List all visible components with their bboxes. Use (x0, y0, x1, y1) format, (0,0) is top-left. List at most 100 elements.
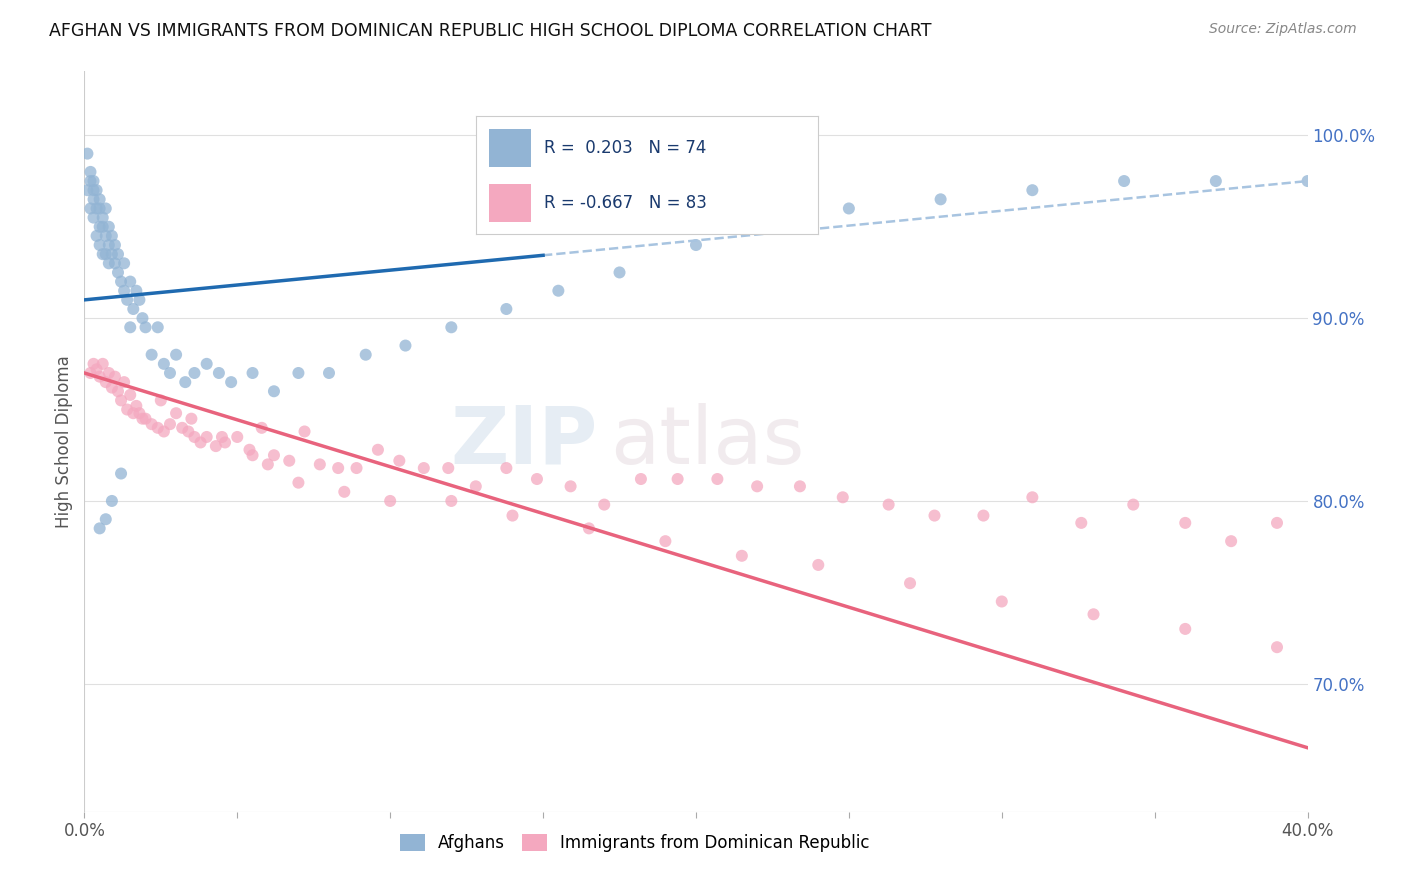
Text: ZIP: ZIP (451, 402, 598, 481)
Point (172, 421, 194, 435)
Point (560, 479, 582, 493)
Point (83, 183, 105, 197)
Point (146, 320, 169, 334)
Point (107, 265, 129, 279)
Point (122, 301, 145, 316)
Point (333, 484, 356, 499)
Point (747, 479, 769, 493)
Point (1083, 607, 1105, 622)
Point (318, 366, 340, 380)
Point (495, 301, 517, 316)
Point (226, 430, 249, 444)
Point (328, 461, 350, 475)
Point (101, 494, 124, 508)
Point (464, 479, 486, 493)
Point (354, 348, 377, 362)
Point (208, 366, 231, 380)
Point (1174, 516, 1197, 530)
Point (94, 247, 117, 261)
Point (380, 494, 402, 508)
Point (153, 357, 176, 371)
Point (1265, 640, 1288, 655)
Point (79, 174, 101, 188)
Point (91, 219, 114, 234)
Point (94, 375, 117, 389)
Point (115, 402, 138, 417)
Point (112, 284, 135, 298)
Point (91, 211, 114, 225)
Point (346, 461, 368, 475)
Point (122, 406, 145, 420)
Point (165, 406, 187, 420)
Point (149, 393, 172, 408)
Point (125, 284, 148, 298)
Point (86, 202, 108, 216)
Point (1021, 183, 1043, 197)
Point (76, 146, 98, 161)
Point (630, 472, 652, 486)
Point (440, 494, 463, 508)
Point (97, 256, 120, 270)
Point (153, 425, 176, 439)
Point (89, 521, 111, 535)
Point (83, 357, 105, 371)
Point (112, 375, 135, 389)
Point (89, 192, 111, 206)
Point (91, 357, 114, 371)
Point (924, 508, 946, 523)
Point (97, 219, 120, 234)
Point (838, 202, 860, 216)
Point (1296, 174, 1319, 188)
Point (706, 472, 728, 486)
Point (308, 458, 330, 472)
Point (287, 366, 309, 380)
Point (205, 439, 228, 453)
Point (242, 366, 264, 380)
Point (94, 512, 117, 526)
Point (219, 375, 242, 389)
Point (89, 219, 111, 234)
Point (180, 411, 202, 425)
Point (547, 284, 569, 298)
Point (278, 454, 301, 468)
Point (165, 348, 187, 362)
Point (101, 381, 124, 395)
Point (141, 348, 163, 362)
Point (107, 247, 129, 261)
Point (110, 275, 132, 289)
Point (86, 183, 108, 197)
Point (115, 293, 138, 307)
Point (1021, 491, 1043, 505)
Point (440, 320, 463, 334)
Point (593, 498, 616, 512)
Point (1174, 622, 1197, 636)
Point (128, 406, 150, 420)
Point (250, 421, 273, 435)
Point (807, 558, 830, 572)
Point (495, 461, 517, 475)
Point (437, 461, 460, 475)
Point (367, 442, 389, 457)
Point (104, 256, 127, 270)
Point (104, 369, 127, 384)
Point (211, 430, 233, 444)
Point (761, 219, 783, 234)
Point (394, 338, 416, 352)
Point (1114, 174, 1136, 188)
Point (257, 458, 280, 472)
Point (135, 320, 157, 334)
Point (83, 211, 105, 225)
Point (1070, 516, 1092, 530)
Point (76, 183, 98, 197)
Point (183, 366, 205, 380)
Point (1220, 534, 1243, 549)
Point (1205, 174, 1227, 188)
Point (214, 435, 236, 450)
Point (107, 384, 129, 399)
Point (412, 461, 434, 475)
Point (120, 320, 142, 334)
Point (195, 357, 218, 371)
Point (287, 475, 309, 490)
Point (89, 369, 111, 384)
Point (263, 448, 285, 462)
